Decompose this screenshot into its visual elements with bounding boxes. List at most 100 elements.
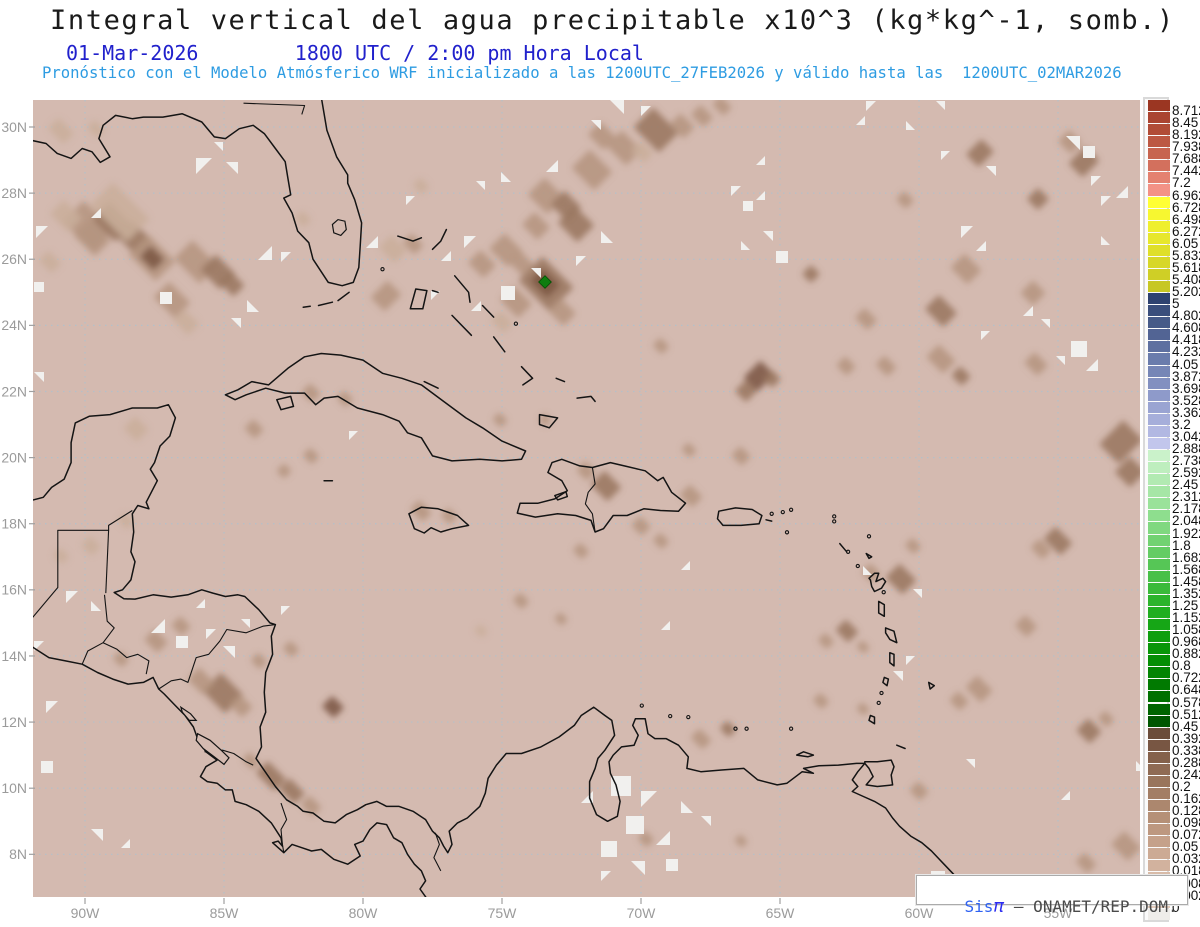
colorbar-cell: [1148, 824, 1170, 836]
nodata-patch: [1023, 306, 1033, 316]
coastline-acklins: [520, 365, 534, 386]
lat-tick-label: 18N: [1, 516, 27, 532]
nodata-patch: [981, 331, 990, 340]
watermark-badge: Sisπ – ONAMET/REP.DOM.: [916, 875, 1188, 917]
colorbar-level-label: 3.042: [1172, 428, 1200, 444]
nodata-patch: [546, 160, 558, 172]
colorbar-level-label: 0.8: [1172, 658, 1191, 674]
colorbar-cell: [1148, 848, 1170, 860]
lake-lake-nicaragua: [195, 732, 230, 766]
nodata-patch: [576, 256, 586, 266]
moisture-blob: [1027, 188, 1049, 210]
nodata-patch: [441, 251, 451, 261]
moisture-blob: [1021, 281, 1045, 305]
colorbar-cell: [1148, 510, 1170, 522]
moisture-blob: [441, 508, 457, 524]
colorbar-level-label: 3.2: [1172, 416, 1191, 432]
nodata-patch: [966, 759, 975, 768]
nodata-patch: [941, 151, 950, 160]
moisture-blob: [631, 516, 651, 536]
border-guatemala-honduras-border: [102, 594, 115, 644]
watermark-onamet: – ONAMET/REP.DOM.: [1004, 897, 1178, 916]
moisture-blob: [836, 356, 856, 376]
coastline-florida-keys: [337, 291, 350, 302]
moisture-blob: [572, 150, 612, 190]
moisture-blob: [731, 446, 751, 466]
coastline-great-inagua: [538, 413, 559, 429]
nodata-patch: [281, 606, 290, 615]
island-dot: [639, 703, 644, 708]
lat-tick-label: 10N: [1, 780, 27, 796]
island-dot: [866, 534, 872, 539]
colorbar-cell: [1148, 558, 1170, 570]
nodata-patch: [601, 841, 617, 857]
colorbar-level-label: 0.018: [1172, 863, 1200, 879]
coastline-st-vincent: [882, 676, 890, 687]
colorbar-level-label: 5.618: [1172, 259, 1200, 275]
nodata-patch: [501, 172, 511, 182]
colorbar-cell: [1148, 413, 1170, 425]
moisture-blob: [734, 834, 748, 848]
moisture-blob: [379, 235, 407, 263]
lat-tick-label: 14N: [1, 648, 27, 664]
lat-tick-label: 26N: [1, 251, 27, 267]
colorbar-level-label: 1.682: [1172, 549, 1200, 565]
nodata-patch: [531, 268, 541, 278]
moisture-blob: [303, 448, 319, 464]
colorbar-cell: [1148, 281, 1170, 293]
colorbar-level-label: 3.698: [1172, 380, 1200, 396]
coastline-florida-keys-2: [317, 301, 334, 307]
moisture-blob: [607, 131, 641, 165]
colorbar-level-label: 5.202: [1172, 284, 1200, 300]
colorbar-cell: [1148, 329, 1170, 341]
colorbar-cell: [1148, 522, 1170, 534]
coastline-gonave: [554, 490, 569, 501]
colorbar-level-label: 8.192: [1172, 127, 1200, 143]
moisture-blob: [1115, 457, 1140, 487]
nodata-patch: [196, 599, 205, 608]
colorbar-cell: [1148, 100, 1170, 112]
colorbar-cell: [1148, 112, 1170, 124]
moisture-blob: [861, 563, 881, 583]
nodata-patch: [91, 829, 103, 841]
colorbar-cell: [1148, 124, 1170, 136]
island-dot: [668, 713, 673, 719]
colorbar-level-label: 7.2: [1172, 175, 1191, 191]
nodata-patch: [231, 318, 241, 328]
colorbar-cell: [1148, 498, 1170, 510]
nodata-patch: [1083, 146, 1095, 158]
moisture-blob: [951, 366, 971, 386]
island-dot: [881, 590, 886, 595]
colorbar-level-label: 2.45: [1172, 477, 1199, 493]
coastlines: [33, 100, 968, 897]
coastline-us-gulf-atlantic-coast: [33, 100, 363, 287]
lon-tick-label: 80W: [349, 905, 379, 921]
nodata-patch: [1041, 319, 1050, 328]
colorbar-level-label: 2.888: [1172, 441, 1200, 457]
coastline-cuba-cays: [423, 380, 439, 389]
colorbar-level-label: 6.05: [1172, 235, 1199, 251]
colorbar-level-label: 1.922: [1172, 525, 1200, 541]
colorbar-level-label: 0.882: [1172, 646, 1200, 662]
colorbar-level-label: 6.728: [1172, 199, 1200, 215]
nodata-patch: [349, 431, 358, 440]
nodata-patch: [471, 301, 481, 311]
nodata-patch: [681, 561, 690, 570]
colorbar-cell: [1148, 787, 1170, 800]
forecast-info-subtitle: Pronóstico con el Modelo Atmósferico WRF…: [42, 64, 1122, 82]
lat-tick-label: 20N: [1, 449, 27, 465]
colorbar-level-label: 4.802: [1172, 308, 1200, 324]
moisture-blob: [896, 191, 914, 209]
moisture-blob: [301, 383, 321, 403]
moisture-blob: [591, 471, 621, 501]
colorbar-cell: [1148, 437, 1170, 450]
colorbar-level-label: 0.338: [1172, 742, 1200, 758]
lon-tick-label: 55W: [1044, 905, 1074, 921]
colorbar-level-label: 0.098: [1172, 815, 1200, 831]
colorbar-level-label: 0.05: [1172, 839, 1199, 855]
island-dot: [686, 714, 691, 720]
colorbar-cell: [1148, 160, 1170, 172]
nodata-patch: [863, 566, 872, 575]
colorbar-cell: [1148, 293, 1170, 305]
moisture-blob: [653, 338, 669, 354]
